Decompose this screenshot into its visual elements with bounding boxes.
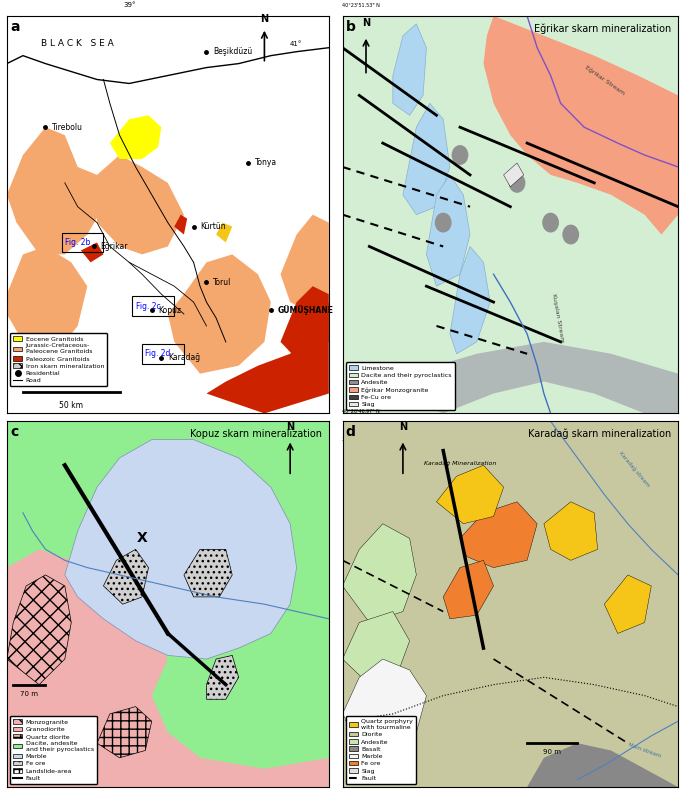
Text: Fig. 2c: Fig. 2c <box>136 301 160 311</box>
Polygon shape <box>206 302 329 413</box>
Polygon shape <box>281 286 329 366</box>
Polygon shape <box>544 502 597 560</box>
Text: 40°20'46.97" N: 40°20'46.97" N <box>342 409 380 414</box>
Text: 36°11'35.27" E: 36°11'35.27" E <box>342 437 379 442</box>
Text: 36°10'50.69" E: 36°10'50.69" E <box>627 437 665 442</box>
Text: N: N <box>362 17 370 28</box>
Text: Eğrikar: Eğrikar <box>100 242 127 251</box>
Polygon shape <box>65 440 297 659</box>
Text: Karadağ skarn mineralization: Karadağ skarn mineralization <box>528 429 671 439</box>
Circle shape <box>562 224 579 245</box>
Circle shape <box>435 213 451 233</box>
Text: 70 m: 70 m <box>21 691 38 696</box>
Polygon shape <box>281 215 329 314</box>
Text: Tirebolu: Tirebolu <box>52 122 83 132</box>
Polygon shape <box>342 659 426 743</box>
Polygon shape <box>450 246 490 354</box>
Text: X: X <box>137 531 147 545</box>
Text: GÜMÜŞHANE: GÜMÜŞHANE <box>277 305 334 315</box>
Legend: Limestone, Dacite and their pyroclastics, Andesite, Eğrikar Monzogranite, Fe-Cu : Limestone, Dacite and their pyroclastics… <box>346 363 455 410</box>
Text: 100 m: 100 m <box>373 389 396 394</box>
Text: Karadağ stream: Karadağ stream <box>618 451 651 488</box>
Polygon shape <box>206 655 238 700</box>
Text: Fig. 2b: Fig. 2b <box>65 238 90 247</box>
Text: Tonya: Tonya <box>255 158 277 168</box>
Text: Fig. 2d: Fig. 2d <box>145 349 171 359</box>
Legend: Monzogranite, Granodiorite, Quartz diorite, Dacite, andesite
and their pyroclast: Monzogranite, Granodiorite, Quartz diori… <box>10 716 97 784</box>
Polygon shape <box>443 560 493 619</box>
Text: c: c <box>10 425 18 439</box>
Text: 50 km: 50 km <box>59 401 84 410</box>
Polygon shape <box>7 246 87 354</box>
Text: N: N <box>399 422 407 432</box>
Text: Karadağ Mineralization: Karadağ Mineralization <box>424 461 496 466</box>
Circle shape <box>543 213 559 233</box>
Text: B L A C K   S E A: B L A C K S E A <box>41 39 114 48</box>
Polygon shape <box>426 175 470 286</box>
Polygon shape <box>97 155 184 254</box>
Polygon shape <box>7 127 103 254</box>
Polygon shape <box>7 549 329 787</box>
Polygon shape <box>527 743 678 787</box>
Polygon shape <box>436 465 503 524</box>
Text: b: b <box>346 20 356 34</box>
Text: N: N <box>286 422 295 432</box>
Text: Kopuz skarn mineralization: Kopuz skarn mineralization <box>190 429 323 439</box>
Text: d: d <box>346 425 356 439</box>
Polygon shape <box>33 721 77 769</box>
Text: Beşikdüzü: Beşikdüzü <box>213 47 252 56</box>
Polygon shape <box>168 254 271 374</box>
Text: Karadağ: Karadağ <box>168 353 200 363</box>
Text: Kuşalan Stream: Kuşalan Stream <box>551 293 564 343</box>
Polygon shape <box>393 342 678 413</box>
Polygon shape <box>484 16 678 235</box>
Polygon shape <box>604 575 651 634</box>
Text: Kürtün: Kürtün <box>200 222 225 231</box>
Polygon shape <box>110 115 162 159</box>
Text: 39°: 39° <box>123 2 136 8</box>
Text: 41°: 41° <box>290 41 303 47</box>
Polygon shape <box>184 549 232 597</box>
Legend: Quartz porphyry
with tourmaline, Diorite, Andesite, Basalt, Marble, Fe ore, Slag: Quartz porphyry with tourmaline, Diorite… <box>346 716 416 784</box>
Polygon shape <box>97 707 151 758</box>
Polygon shape <box>103 549 149 604</box>
Text: Eğrikar skarn mineralization: Eğrikar skarn mineralization <box>534 24 671 34</box>
Polygon shape <box>216 223 232 242</box>
Polygon shape <box>7 575 71 684</box>
Polygon shape <box>403 103 450 215</box>
Circle shape <box>509 173 525 193</box>
Text: Kopuz: Kopuz <box>158 305 182 315</box>
Polygon shape <box>460 502 537 568</box>
Polygon shape <box>393 24 426 115</box>
Legend: Eocene Granitoids, Jurassic-Cretaceous-
Paleocene Granitoids, Paleozoic Granitoi: Eocene Granitoids, Jurassic-Cretaceous- … <box>10 333 108 386</box>
Polygon shape <box>342 524 416 622</box>
Text: 90 m: 90 m <box>543 749 561 755</box>
Text: N: N <box>260 14 269 24</box>
Circle shape <box>451 145 469 165</box>
Polygon shape <box>174 215 187 235</box>
Text: Main stream: Main stream <box>627 743 662 758</box>
Polygon shape <box>503 163 524 187</box>
Text: Torul: Torul <box>213 277 232 287</box>
Polygon shape <box>81 242 103 262</box>
Text: a: a <box>10 20 20 34</box>
Text: Eğrikar Stream: Eğrikar Stream <box>584 65 626 96</box>
Text: 40°23'51.53" N: 40°23'51.53" N <box>342 3 380 8</box>
Polygon shape <box>342 611 410 684</box>
